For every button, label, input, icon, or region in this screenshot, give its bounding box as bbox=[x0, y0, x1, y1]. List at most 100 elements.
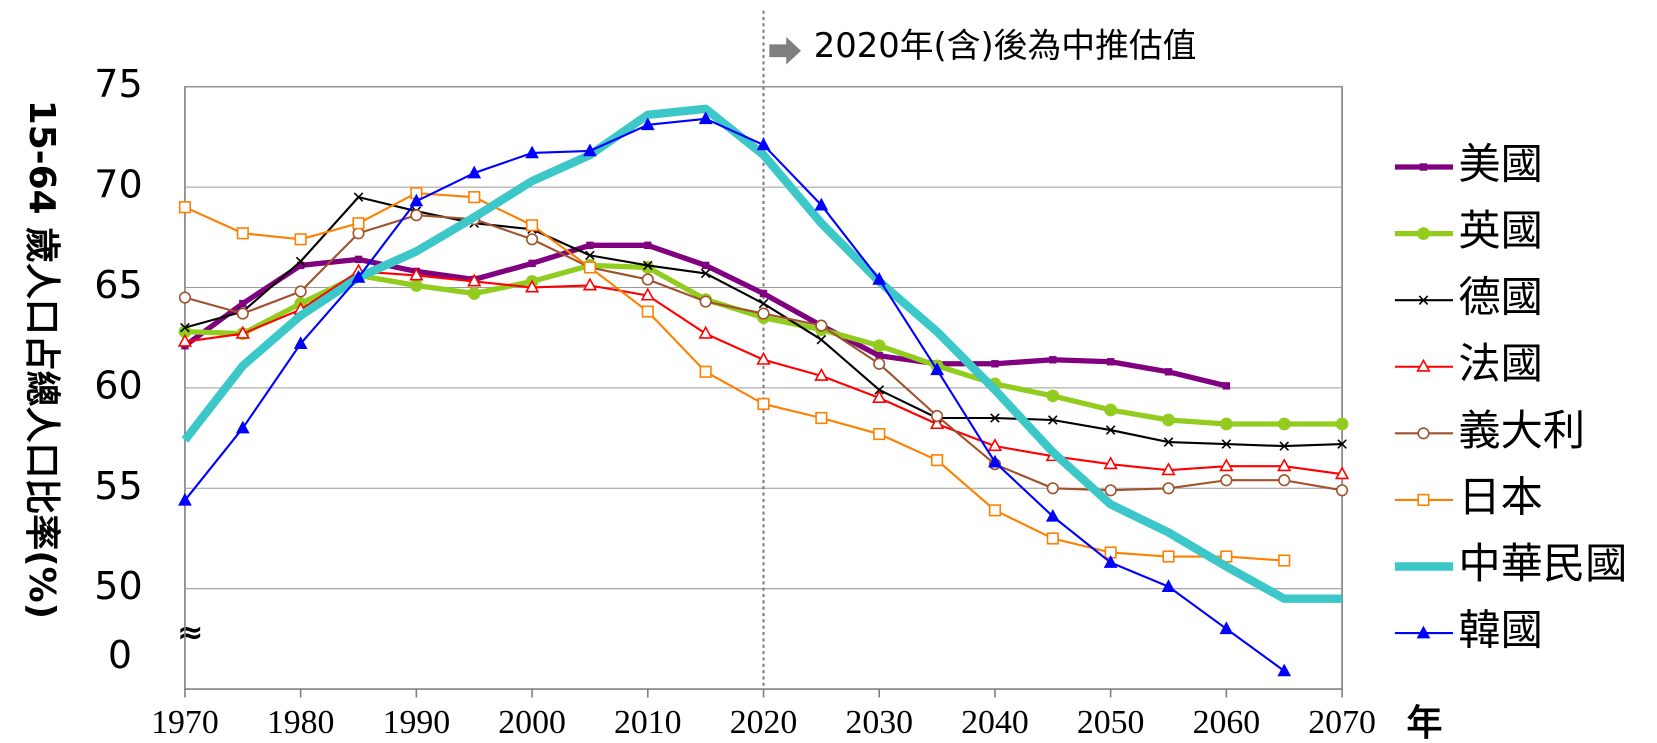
x-tick-label: 2000 bbox=[498, 704, 566, 741]
marker bbox=[875, 352, 883, 360]
marker bbox=[1279, 441, 1290, 451]
x-tick-label: 1990 bbox=[383, 704, 451, 741]
marker bbox=[178, 291, 192, 304]
marker bbox=[1045, 508, 1060, 522]
marker bbox=[814, 367, 829, 381]
marker bbox=[1335, 417, 1349, 431]
x-tick-label: 2040 bbox=[961, 704, 1029, 741]
x-tick-label: 2070 bbox=[1308, 704, 1376, 741]
marker bbox=[351, 270, 366, 283]
marker bbox=[1049, 356, 1057, 364]
series bbox=[178, 209, 1349, 497]
marker bbox=[235, 325, 250, 339]
marker bbox=[1418, 295, 1429, 305]
marker bbox=[1336, 484, 1349, 497]
marker bbox=[644, 241, 652, 250]
marker bbox=[467, 273, 482, 287]
legend-label: 中華民國 bbox=[1458, 539, 1627, 588]
marker bbox=[756, 137, 771, 151]
marker bbox=[874, 385, 885, 395]
marker bbox=[757, 307, 770, 320]
marker bbox=[700, 268, 711, 279]
marker bbox=[872, 272, 887, 285]
marker bbox=[1417, 427, 1430, 440]
marker bbox=[1278, 554, 1291, 567]
marker bbox=[585, 250, 595, 261]
marker bbox=[177, 333, 193, 347]
marker bbox=[756, 351, 771, 365]
marker bbox=[1163, 437, 1174, 447]
axis-break-mark: ≈ bbox=[177, 615, 204, 651]
marker bbox=[525, 145, 539, 159]
legend-label: 法國 bbox=[1458, 339, 1543, 388]
marker bbox=[410, 279, 423, 292]
marker bbox=[1046, 532, 1059, 545]
marker bbox=[991, 360, 999, 368]
marker bbox=[1046, 482, 1059, 495]
marker bbox=[929, 416, 945, 430]
legend-label: 義大利 bbox=[1458, 406, 1585, 455]
marker bbox=[931, 454, 944, 467]
x-axis-label: 年 bbox=[1407, 703, 1443, 743]
marker bbox=[1219, 621, 1234, 635]
marker bbox=[583, 143, 597, 157]
marker bbox=[235, 420, 250, 434]
marker bbox=[409, 193, 424, 207]
marker bbox=[759, 289, 768, 298]
legend-label: 英國 bbox=[1458, 206, 1543, 255]
marker bbox=[352, 217, 365, 230]
marker bbox=[815, 411, 828, 425]
marker bbox=[526, 219, 539, 232]
marker bbox=[293, 336, 308, 349]
legend-entry: 法國 bbox=[1394, 339, 1543, 388]
marker bbox=[873, 427, 886, 441]
marker bbox=[1417, 493, 1430, 506]
marker bbox=[239, 299, 247, 308]
marker bbox=[699, 295, 712, 308]
marker bbox=[930, 362, 944, 376]
marker bbox=[990, 413, 1000, 423]
x-tick-label: 2020 bbox=[730, 704, 798, 741]
marker bbox=[1104, 403, 1117, 417]
marker bbox=[1104, 484, 1117, 497]
marker bbox=[1219, 458, 1234, 472]
marker bbox=[987, 438, 1003, 452]
series-line bbox=[181, 104, 1343, 603]
series bbox=[177, 263, 1350, 480]
marker bbox=[640, 117, 655, 131]
marker bbox=[586, 241, 594, 250]
marker bbox=[758, 298, 769, 309]
marker bbox=[1161, 579, 1176, 592]
y-tick-label: 60 bbox=[94, 363, 142, 407]
legend-entry: 德國 bbox=[1394, 273, 1543, 322]
marker bbox=[1277, 663, 1292, 677]
marker bbox=[1162, 550, 1175, 563]
marker bbox=[1221, 439, 1232, 449]
marker bbox=[178, 201, 192, 214]
y-tick-label: 55 bbox=[94, 464, 142, 508]
marker bbox=[1220, 474, 1233, 487]
marker bbox=[410, 209, 423, 222]
marker bbox=[296, 261, 305, 270]
marker bbox=[1220, 417, 1233, 431]
legend-entry: 美國 bbox=[1394, 140, 1543, 189]
legend-entry: 日本 bbox=[1394, 472, 1543, 521]
x-tick-label: 1970 bbox=[151, 704, 219, 741]
marker bbox=[1417, 227, 1430, 240]
marker bbox=[294, 233, 307, 246]
marker bbox=[1419, 163, 1428, 171]
marker bbox=[815, 319, 828, 332]
marker bbox=[641, 273, 654, 286]
marker bbox=[988, 504, 1002, 517]
marker bbox=[1164, 368, 1173, 376]
legend-label: 美國 bbox=[1458, 140, 1543, 189]
marker bbox=[409, 267, 424, 281]
legend-label: 韓國 bbox=[1458, 606, 1543, 655]
marker bbox=[872, 389, 887, 403]
marker bbox=[236, 227, 249, 240]
marker bbox=[698, 325, 713, 339]
marker bbox=[524, 279, 540, 293]
annotation-arrow bbox=[769, 37, 802, 65]
marker bbox=[236, 307, 249, 320]
